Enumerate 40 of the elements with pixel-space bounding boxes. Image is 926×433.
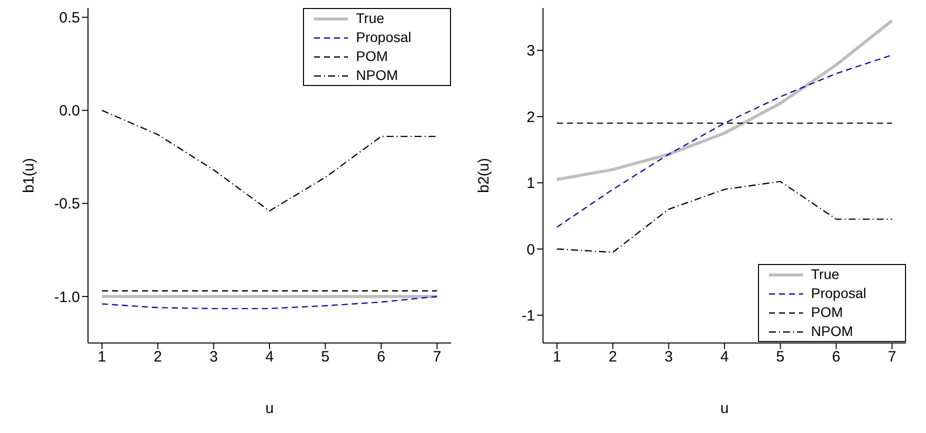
x-axis-title: u xyxy=(265,400,274,417)
legend-label: True xyxy=(356,9,384,28)
legend-label: NPOM xyxy=(811,322,853,341)
x-tick-label: 7 xyxy=(888,348,896,366)
x-tick-label: 4 xyxy=(720,348,729,366)
x-tick-label: 3 xyxy=(209,348,218,366)
legend-label: POM xyxy=(356,47,388,66)
x-tick-label: 7 xyxy=(432,348,442,366)
y-tick-label: -0.5 xyxy=(54,196,80,213)
y-tick-label: 0 xyxy=(526,241,535,258)
y-axis-title: b2(u) xyxy=(475,158,492,194)
y-tick-label: 0.5 xyxy=(59,10,80,27)
x-tick-label: 2 xyxy=(154,348,162,366)
legend-label: POM xyxy=(811,303,843,322)
legend-label: Proposal xyxy=(356,28,412,47)
line-series xyxy=(101,110,438,212)
x-tick-label: 6 xyxy=(377,348,386,366)
line-series xyxy=(101,296,438,310)
legend-label: True xyxy=(811,265,840,284)
line-series xyxy=(556,180,893,253)
y-tick-label: 3 xyxy=(526,42,535,60)
x-tick-label: 4 xyxy=(265,348,274,366)
y-tick-label: 1 xyxy=(526,175,535,192)
x-tick-label: 5 xyxy=(321,348,330,366)
y-tick-label: 2 xyxy=(526,108,535,126)
x-tick-label: 6 xyxy=(832,348,840,366)
x-tick-label: 1 xyxy=(98,348,106,366)
line-series xyxy=(555,19,894,181)
x-tick-label: 2 xyxy=(608,348,617,366)
line-series xyxy=(556,54,893,228)
legend-label: NPOM xyxy=(356,66,398,85)
y-tick-label: -1.0 xyxy=(54,288,80,306)
x-tick-label: 5 xyxy=(776,348,785,366)
legend-label: Proposal xyxy=(811,284,866,303)
x-axis-title: u xyxy=(720,400,729,417)
y-axis-title: b1(u) xyxy=(20,158,38,194)
x-tick-label: 3 xyxy=(664,348,673,366)
x-tick-label: 1 xyxy=(552,348,562,366)
y-tick-label: 0.0 xyxy=(59,102,80,120)
y-tick-label: -1 xyxy=(522,308,535,325)
